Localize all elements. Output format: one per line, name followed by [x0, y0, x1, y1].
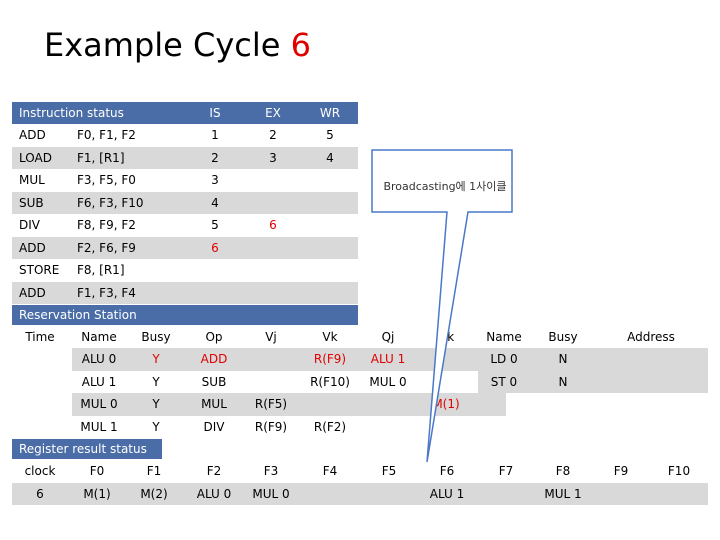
rs-row-stripe — [72, 393, 506, 416]
register-label: F1 — [146, 464, 162, 478]
instruction-is: 5 — [211, 218, 219, 233]
rs-name: ALU 1 — [81, 374, 117, 389]
rs-busy2: N — [558, 352, 568, 367]
rs-qj: MUL 0 — [369, 374, 407, 389]
rs-vk: R(F2) — [313, 419, 347, 434]
rs-name2: ST 0 — [490, 374, 518, 389]
rs-col-address: Address — [627, 330, 675, 344]
rs-name: ALU 0 — [81, 352, 117, 367]
instruction-ex: 2 — [269, 128, 277, 143]
instruction-op: MUL — [19, 173, 45, 188]
instruction-is: 4 — [211, 195, 219, 210]
rs-col-name2: Name — [486, 330, 522, 344]
rs-qk: M(1) — [432, 397, 460, 412]
rs-busy: Y — [152, 419, 160, 434]
rs-row-stripe-right — [478, 370, 708, 393]
instruction-args: F3, F5, F0 — [77, 173, 136, 188]
rs-col-qj: Qj — [381, 330, 395, 344]
header-wr: WR — [319, 106, 341, 120]
register-status-header: Register result status — [12, 439, 162, 459]
instruction-ex: 3 — [269, 150, 277, 165]
instruction-is: 3 — [211, 173, 219, 188]
instruction-wr: 5 — [326, 128, 334, 143]
register-value: ALU 1 — [429, 487, 465, 501]
register-label: F8 — [555, 464, 571, 478]
rs-qj: ALU 1 — [370, 352, 406, 367]
instruction-row-stripe — [12, 191, 358, 214]
instruction-op: ADD — [19, 240, 46, 255]
register-label: F6 — [439, 464, 455, 478]
register-value: MUL 0 — [252, 487, 290, 501]
instruction-op: DIV — [19, 218, 40, 233]
rs-col-busy: Busy — [141, 330, 171, 344]
rs-vj: R(F9) — [254, 419, 288, 434]
rs-name: MUL 1 — [80, 419, 118, 434]
instruction-op: STORE — [19, 263, 60, 278]
rs-op: MUL — [201, 397, 227, 412]
register-label: F4 — [322, 464, 338, 478]
callout-shape — [371, 149, 513, 463]
instruction-args: F8, F9, F2 — [77, 218, 136, 233]
rs-op: DIV — [203, 419, 225, 434]
instruction-row-stripe — [12, 146, 358, 169]
rs-name: MUL 0 — [80, 397, 118, 412]
header-ex: EX — [265, 106, 281, 120]
register-value: MUL 1 — [544, 487, 582, 501]
rs-col-busy2: Busy — [548, 330, 578, 344]
reservation-station-header: Reservation Station — [12, 305, 358, 325]
rs-row-stripe — [72, 348, 506, 371]
instruction-op: LOAD — [19, 150, 52, 165]
rs-busy: Y — [152, 374, 160, 389]
rs-vj: R(F5) — [254, 397, 288, 412]
instruction-wr: 4 — [326, 150, 334, 165]
register-label: F10 — [667, 464, 691, 478]
instruction-is: 6 — [211, 240, 219, 255]
register-value: 6 — [36, 487, 44, 501]
rs-col-time: Time — [25, 330, 55, 344]
callout-text: Broadcasting에 1사이클 — [383, 180, 507, 193]
register-label: F2 — [206, 464, 222, 478]
rs-busy2: N — [558, 374, 568, 389]
rs-col-op: Op — [205, 330, 223, 344]
rs-name2: LD 0 — [490, 352, 518, 367]
register-values-stripe — [12, 483, 708, 505]
register-label: F5 — [381, 464, 397, 478]
rs-op: ADD — [200, 352, 228, 367]
rs-col-vk: Vk — [322, 330, 338, 344]
instruction-row-stripe — [12, 281, 358, 304]
instruction-args: F1, F3, F4 — [77, 285, 136, 300]
instruction-op: SUB — [19, 195, 44, 210]
instruction-args: F6, F3, F10 — [77, 195, 144, 210]
register-label: F0 — [89, 464, 105, 478]
rs-op: SUB — [201, 374, 227, 389]
rs-vk: R(F9) — [313, 352, 347, 367]
instruction-args: F8, [R1] — [77, 263, 125, 278]
instruction-args: F1, [R1] — [77, 150, 125, 165]
instruction-args: F0, F1, F2 — [77, 128, 136, 143]
register-label: F7 — [498, 464, 514, 478]
instruction-args: F2, F6, F9 — [77, 240, 136, 255]
instruction-row-stripe — [12, 236, 358, 259]
rs-col-name: Name — [81, 330, 117, 344]
register-value: M(2) — [140, 487, 168, 501]
instruction-ex: 6 — [269, 218, 277, 233]
rs-busy: Y — [152, 397, 160, 412]
instruction-op: ADD — [19, 128, 46, 143]
register-label: F3 — [263, 464, 279, 478]
instruction-is: 2 — [211, 150, 219, 165]
rs-row-stripe-right — [478, 348, 708, 371]
register-label: F9 — [613, 464, 629, 478]
instruction-status-header: Instruction status — [12, 102, 358, 124]
header-is: IS — [209, 106, 221, 120]
instruction-is: 1 — [211, 128, 219, 143]
register-value: M(1) — [83, 487, 111, 501]
instruction-op: ADD — [19, 285, 46, 300]
rs-col-vj: Vj — [265, 330, 277, 344]
rs-busy: Y — [152, 352, 160, 367]
register-value: ALU 0 — [196, 487, 232, 501]
rs-vk: R(F10) — [310, 374, 350, 389]
register-label: clock — [24, 464, 56, 478]
page-title: Example Cycle 6 — [44, 26, 311, 64]
